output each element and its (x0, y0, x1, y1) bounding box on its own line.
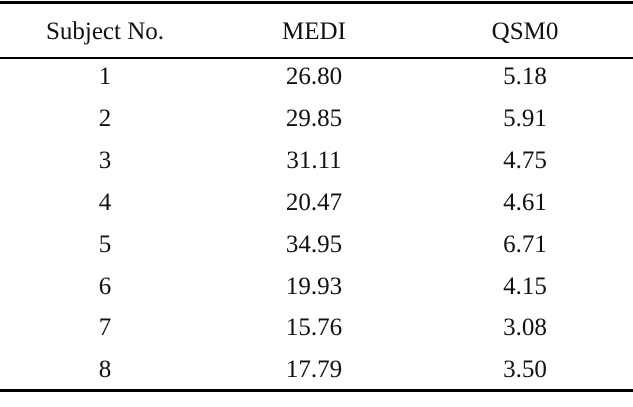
top-rule (0, 1, 633, 4)
table-cell: 5.18 (503, 63, 547, 90)
table-cell: 3.50 (503, 356, 547, 384)
table-cell: 34.95 (285, 230, 343, 258)
table-cell: 15.76 (285, 314, 343, 342)
table-cell: 6.71 (503, 230, 547, 258)
table-cell: 8 (98, 356, 112, 384)
table-cell: 29.85 (285, 104, 343, 132)
table-cell: 19.93 (285, 272, 343, 300)
table-cell: 2 (98, 104, 112, 132)
table-cell: 4.75 (503, 146, 547, 174)
table-cell: 4 (98, 188, 112, 216)
table-cell: 17.79 (285, 356, 343, 384)
table-cell: 20.47 (285, 188, 343, 216)
table-cell: 31.11 (286, 146, 342, 174)
table-cell: 4.61 (503, 188, 547, 216)
table-cell: 7 (98, 314, 112, 342)
table-cell: 1 (98, 63, 112, 90)
header-cell: QSM0 (491, 18, 559, 45)
table-cell: 26.80 (285, 63, 343, 90)
header-rule (0, 57, 633, 59)
header-cell: Subject No. (45, 18, 165, 45)
table-cell: 4.15 (503, 272, 547, 300)
table-cell: 5 (98, 230, 112, 258)
bottom-rule (0, 389, 633, 392)
table-cell: 3.08 (503, 314, 547, 342)
table-cell: 3 (98, 146, 112, 174)
table-cell: 6 (98, 272, 112, 300)
table-cell: 5.91 (503, 104, 547, 132)
header-cell: MEDI (282, 18, 346, 45)
